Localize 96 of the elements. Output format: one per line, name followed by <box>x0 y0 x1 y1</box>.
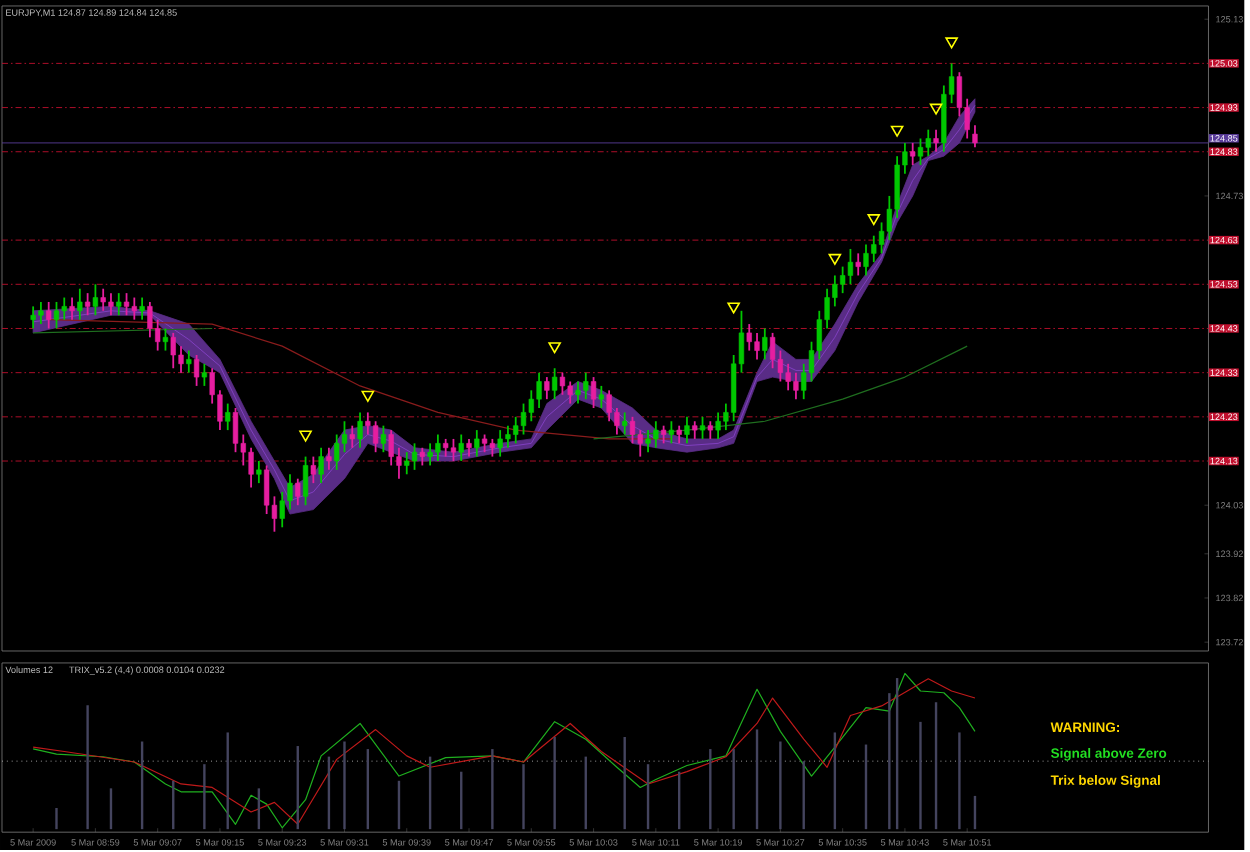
candlestick <box>544 376 550 400</box>
candlestick <box>372 420 379 453</box>
candlestick <box>201 362 208 387</box>
candlestick <box>840 265 846 294</box>
candlestick <box>295 477 301 506</box>
candlestick <box>567 380 573 405</box>
candlestick <box>863 243 869 277</box>
candlestick <box>622 411 628 436</box>
candlestick <box>536 371 542 409</box>
candlestick <box>427 442 433 467</box>
candlestick <box>232 406 239 453</box>
candlestick <box>193 353 200 387</box>
candlestick <box>178 345 184 374</box>
candlestick <box>855 252 861 277</box>
point <box>945 37 958 49</box>
candlestick <box>310 455 316 484</box>
candlestick <box>100 287 106 312</box>
point <box>727 302 740 314</box>
candlestick <box>326 446 332 471</box>
candlestick <box>357 411 363 449</box>
point <box>890 125 904 137</box>
candlestick <box>435 433 441 462</box>
candlestick <box>287 473 293 511</box>
candlestick <box>38 300 44 325</box>
candlestick <box>629 415 636 445</box>
candlestick <box>474 429 480 458</box>
candlestick <box>131 296 137 321</box>
candlestick <box>497 429 503 458</box>
point <box>361 390 375 402</box>
candlestick <box>925 128 931 157</box>
candlestick <box>248 446 254 489</box>
candlestick <box>762 327 768 361</box>
candlestick <box>349 424 355 449</box>
candlestick <box>162 327 169 352</box>
candlestick <box>513 415 519 445</box>
candlestick <box>528 389 534 423</box>
point <box>299 430 312 442</box>
candlestick <box>92 283 99 316</box>
candlestick <box>917 137 924 166</box>
candlestick <box>53 300 60 330</box>
candlestick <box>458 433 464 462</box>
candlestick <box>505 424 511 449</box>
candlestick <box>559 371 566 396</box>
candlestick <box>139 296 145 321</box>
candlestick <box>793 371 799 400</box>
candlestick <box>186 349 192 374</box>
point <box>867 213 881 226</box>
candlestick <box>653 420 659 449</box>
candlestick <box>590 376 597 409</box>
candlestick <box>699 415 706 440</box>
candlestick <box>575 380 581 405</box>
candlestick <box>264 464 270 515</box>
point <box>548 342 561 354</box>
candlestick <box>871 234 877 263</box>
candlestick <box>388 429 394 467</box>
candlestick <box>450 437 457 462</box>
candlestick <box>606 389 612 423</box>
candlestick <box>645 429 651 453</box>
candlestick <box>583 371 589 400</box>
candlestick <box>365 411 371 436</box>
candlestick <box>552 367 558 400</box>
candlestick <box>598 384 604 409</box>
candlestick <box>147 300 153 339</box>
candlestick <box>668 420 675 445</box>
candlestick <box>746 323 752 352</box>
candlestick <box>170 331 176 370</box>
candlestick <box>30 305 36 330</box>
candlestick <box>754 331 760 361</box>
candlestick <box>116 292 122 316</box>
candlestick <box>637 429 643 458</box>
candlestick <box>69 296 75 321</box>
candlestick <box>520 402 527 436</box>
candlestick <box>108 292 114 316</box>
point <box>828 253 842 265</box>
candlestick <box>46 300 52 330</box>
candlestick <box>77 287 83 321</box>
candlestick <box>972 124 978 149</box>
candlestick <box>256 460 262 484</box>
candlestick <box>684 415 690 445</box>
candlestick <box>279 490 285 529</box>
candlestick <box>225 402 231 431</box>
candlestick <box>334 433 340 471</box>
candlestick <box>318 446 324 484</box>
candlestick <box>84 292 91 316</box>
candlestick <box>411 442 418 471</box>
candlestick <box>785 362 791 392</box>
candlestick <box>404 451 410 476</box>
candlestick <box>933 128 939 153</box>
candlestick <box>123 292 130 316</box>
point <box>929 103 943 115</box>
candlestick <box>61 296 67 321</box>
candlestick <box>380 424 387 453</box>
candlestick <box>910 141 916 166</box>
candlestick <box>715 411 721 440</box>
candlestick <box>302 455 309 506</box>
candlestick <box>847 247 854 286</box>
